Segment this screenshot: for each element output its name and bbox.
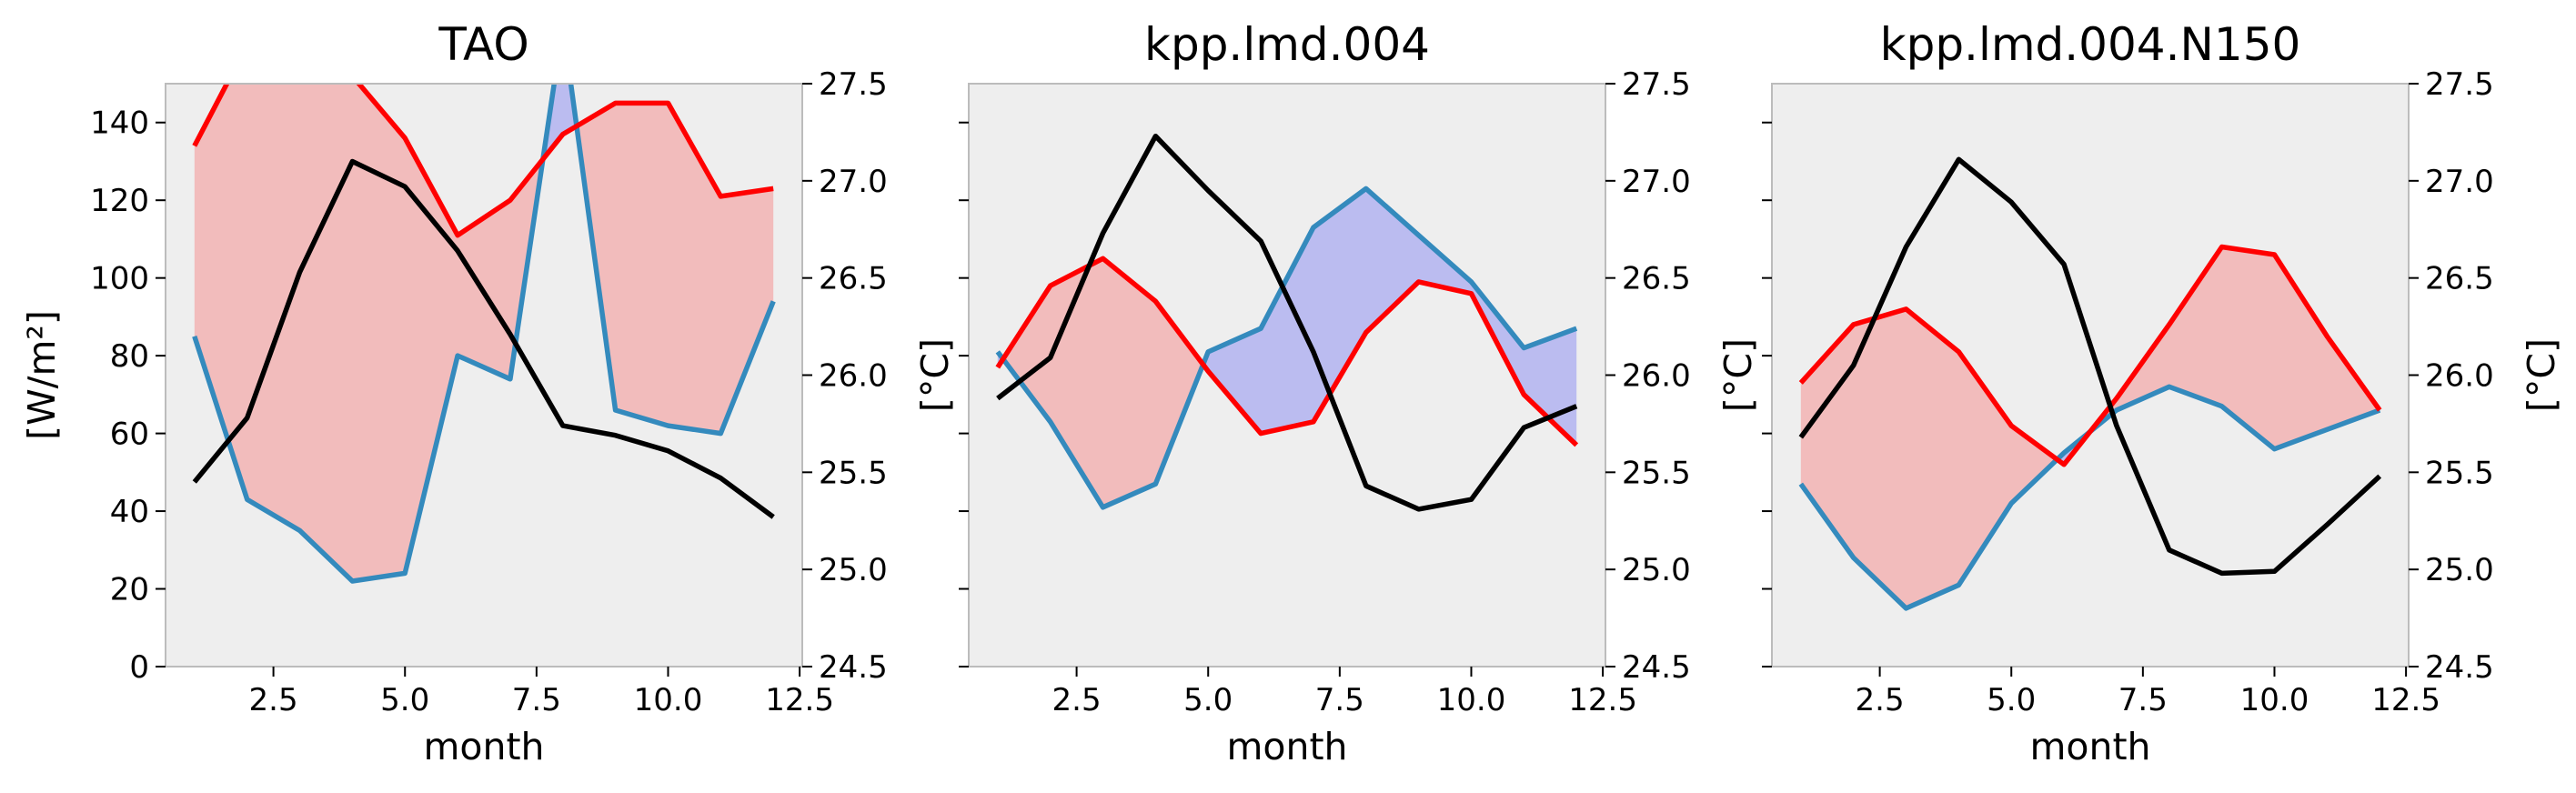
x-axis-label: month	[2029, 725, 2150, 768]
black-series-line	[1798, 156, 2382, 577]
y2-tick-label: 27.5	[1622, 66, 1691, 103]
fill-region-3	[1202, 188, 1577, 446]
black-series-line	[996, 133, 1578, 512]
black-series-line-points	[997, 136, 1577, 509]
plot-content	[995, 133, 1579, 512]
blue-series-line	[192, 84, 776, 584]
fill-region-1	[194, 84, 543, 581]
x-tick-label: 2.5	[1052, 682, 1102, 718]
x-tick-label: 12.5	[765, 682, 834, 718]
x-tick-label: 2.5	[249, 682, 298, 718]
y-tick-label: 120	[90, 183, 149, 219]
y2-tick-label: 26.5	[1622, 261, 1691, 297]
y-tick-label: 60	[110, 417, 149, 453]
red-series-line	[192, 84, 774, 238]
y2-tick-label: 25.0	[1622, 552, 1691, 588]
y-axis-label: [W/m²]	[20, 310, 64, 440]
y2-tick-label: 27.0	[1622, 164, 1691, 200]
fill-region-3	[576, 103, 774, 434]
black-series-line-points	[1800, 159, 2380, 574]
y2-tick-label: 26.0	[2425, 358, 2494, 395]
y2-tick-label: 27.5	[2425, 66, 2494, 103]
panel-2: 2.5 5.0 7.5 10.0 12.524.5 25.0 25.5 26.0 26.5 27.…	[959, 18, 1760, 768]
fill-region-3	[2090, 246, 2380, 449]
black-series-line	[192, 158, 775, 519]
chart-title: kpp.lmd.004.N150	[1880, 18, 2301, 71]
y2-tick-label: 26.5	[2425, 261, 2494, 297]
y2-tick-label: 25.5	[2425, 455, 2494, 491]
x-tick-label: 7.5	[2118, 682, 2168, 718]
x-tick-label: 7.5	[1315, 682, 1364, 718]
y2-tick-label: 26.5	[819, 261, 888, 297]
x-tick-label: 2.5	[1856, 682, 1905, 718]
y-tick-label: 20	[110, 572, 149, 608]
x-axis-label: month	[1226, 725, 1347, 768]
x-axis-label: month	[423, 725, 544, 768]
y-tick-label: 140	[90, 105, 149, 142]
y2-tick-label: 25.5	[819, 455, 888, 491]
red-series-line-points	[1800, 246, 2380, 465]
y2-tick-label: 25.5	[1622, 455, 1691, 491]
plot-content	[192, 84, 776, 584]
y2-axis-label: [°C]	[2520, 338, 2563, 412]
y2-tick-label: 27.0	[2425, 164, 2494, 200]
fill-region-2	[1002, 258, 1203, 507]
y2-tick-label: 24.5	[1622, 649, 1691, 686]
fill-region-2	[542, 84, 577, 159]
red-series-line-points	[997, 258, 1577, 446]
red-series-line	[1798, 244, 2382, 467]
y-tick-label: 100	[90, 261, 149, 297]
x-tick-label: 5.0	[380, 682, 429, 718]
x-tick-label: 10.0	[634, 682, 703, 718]
y2-axis-label: [°C]	[1716, 338, 1760, 412]
red-series-line	[995, 256, 1579, 447]
x-tick-label: 12.5	[2371, 682, 2440, 718]
y2-tick-label: 27.5	[819, 66, 888, 103]
panel-3: 2.5 5.0 7.5 10.0 12.524.5 25.0 25.5 26.0 26.5 27.…	[1762, 18, 2563, 768]
fill-region-1	[1800, 308, 2058, 608]
y-tick-label: 0	[129, 649, 149, 686]
y2-tick-label: 24.5	[2425, 649, 2494, 686]
x-tick-label: 12.5	[1568, 682, 1637, 718]
blue-series-line-points	[997, 188, 1577, 507]
blue-series-line-points	[194, 301, 774, 582]
x-tick-label: 10.0	[1437, 682, 1506, 718]
chart-title: kpp.lmd.004	[1144, 18, 1430, 71]
x-tick-label: 10.0	[2240, 682, 2309, 718]
plot-content	[1798, 156, 2382, 611]
y2-tick-label: 26.0	[819, 358, 888, 395]
x-tick-label: 5.0	[1183, 682, 1233, 718]
x-tick-label: 7.5	[512, 682, 561, 718]
y2-axis-label: [°C]	[913, 338, 957, 412]
blue-series-line	[995, 186, 1578, 510]
panel-1: 2.5 5.0 7.5 10.0 12.5 0 20 40 60 80 100 120 140 24.5 2…	[20, 18, 957, 768]
y-tick-label: 40	[110, 494, 149, 530]
red-series-line-points	[194, 103, 774, 236]
y2-tick-label: 25.0	[819, 552, 888, 588]
x-tick-label: 5.0	[1987, 682, 2036, 718]
y2-tick-label: 27.0	[819, 164, 888, 200]
black-series-line-points	[194, 161, 774, 517]
chart-title: TAO	[438, 18, 528, 71]
y2-tick-label: 24.5	[819, 649, 888, 686]
y2-tick-label: 25.0	[2425, 552, 2494, 588]
y2-tick-label: 26.0	[1622, 358, 1691, 395]
y-tick-label: 80	[110, 338, 149, 375]
